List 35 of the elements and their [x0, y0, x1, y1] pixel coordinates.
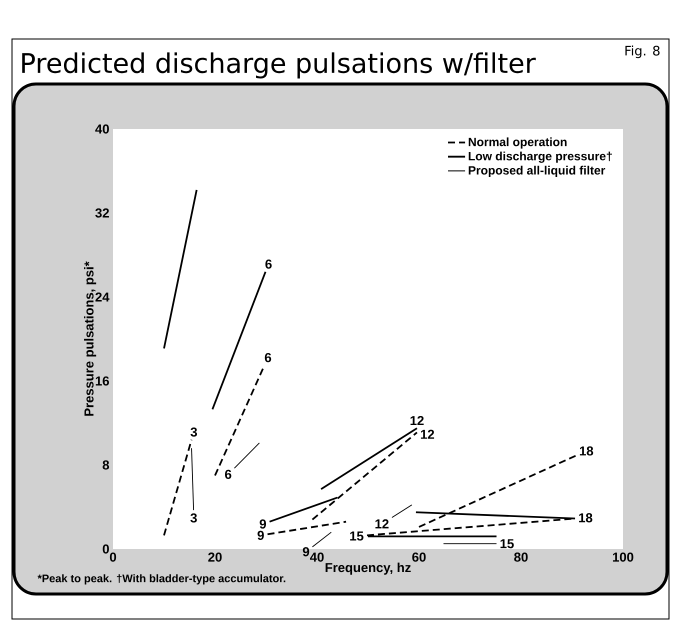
- x-tick-label: 80: [514, 552, 528, 562]
- legend-label: Low discharge pressure†: [468, 152, 612, 163]
- annotation: 6: [265, 260, 272, 269]
- annotation: 9: [258, 530, 264, 540]
- x-axis-title: Frequency, hz: [326, 562, 411, 575]
- y-tick-label: 40: [95, 124, 109, 134]
- annotation: 3: [190, 513, 197, 523]
- annotation: 9: [260, 519, 266, 529]
- annotation: 18: [580, 446, 594, 456]
- annotation: 3: [190, 427, 198, 437]
- annotation: 12: [410, 416, 424, 426]
- x-tick-label: 20: [208, 552, 222, 562]
- x-tick-label: 0: [110, 552, 116, 562]
- x-tick-label: 40: [310, 552, 324, 562]
- annotation: 6: [225, 470, 232, 479]
- chart-title: Predicted discharge pulsations w/filter: [22, 52, 536, 78]
- annotation: 18: [579, 513, 592, 522]
- y-axis-title: Pressure pulsations, psi*: [84, 261, 96, 416]
- annotation: 15: [500, 539, 514, 548]
- x-tick-label: 100: [612, 552, 634, 562]
- caption: Fig. 8: [625, 46, 660, 58]
- annotation: 15: [350, 532, 364, 541]
- y-tick-label: 24: [95, 292, 110, 302]
- annotation: 9: [302, 547, 310, 556]
- annotation: 6: [264, 353, 272, 362]
- y-tick-label: 32: [95, 208, 109, 218]
- y-tick-label: 16: [96, 376, 109, 386]
- annotation: 12: [375, 519, 389, 528]
- x-tick-label: 60: [412, 552, 426, 562]
- legend-label: Normal operation: [468, 137, 567, 149]
- text: *Peak to peak. †With bladder-type accumulator.: [38, 574, 286, 584]
- y-tick-label: 8: [102, 460, 110, 470]
- y-tick-label: 0: [102, 544, 109, 554]
- legend-label: Proposed all-liquid filter: [468, 166, 606, 177]
- annotation: 12: [420, 430, 434, 439]
